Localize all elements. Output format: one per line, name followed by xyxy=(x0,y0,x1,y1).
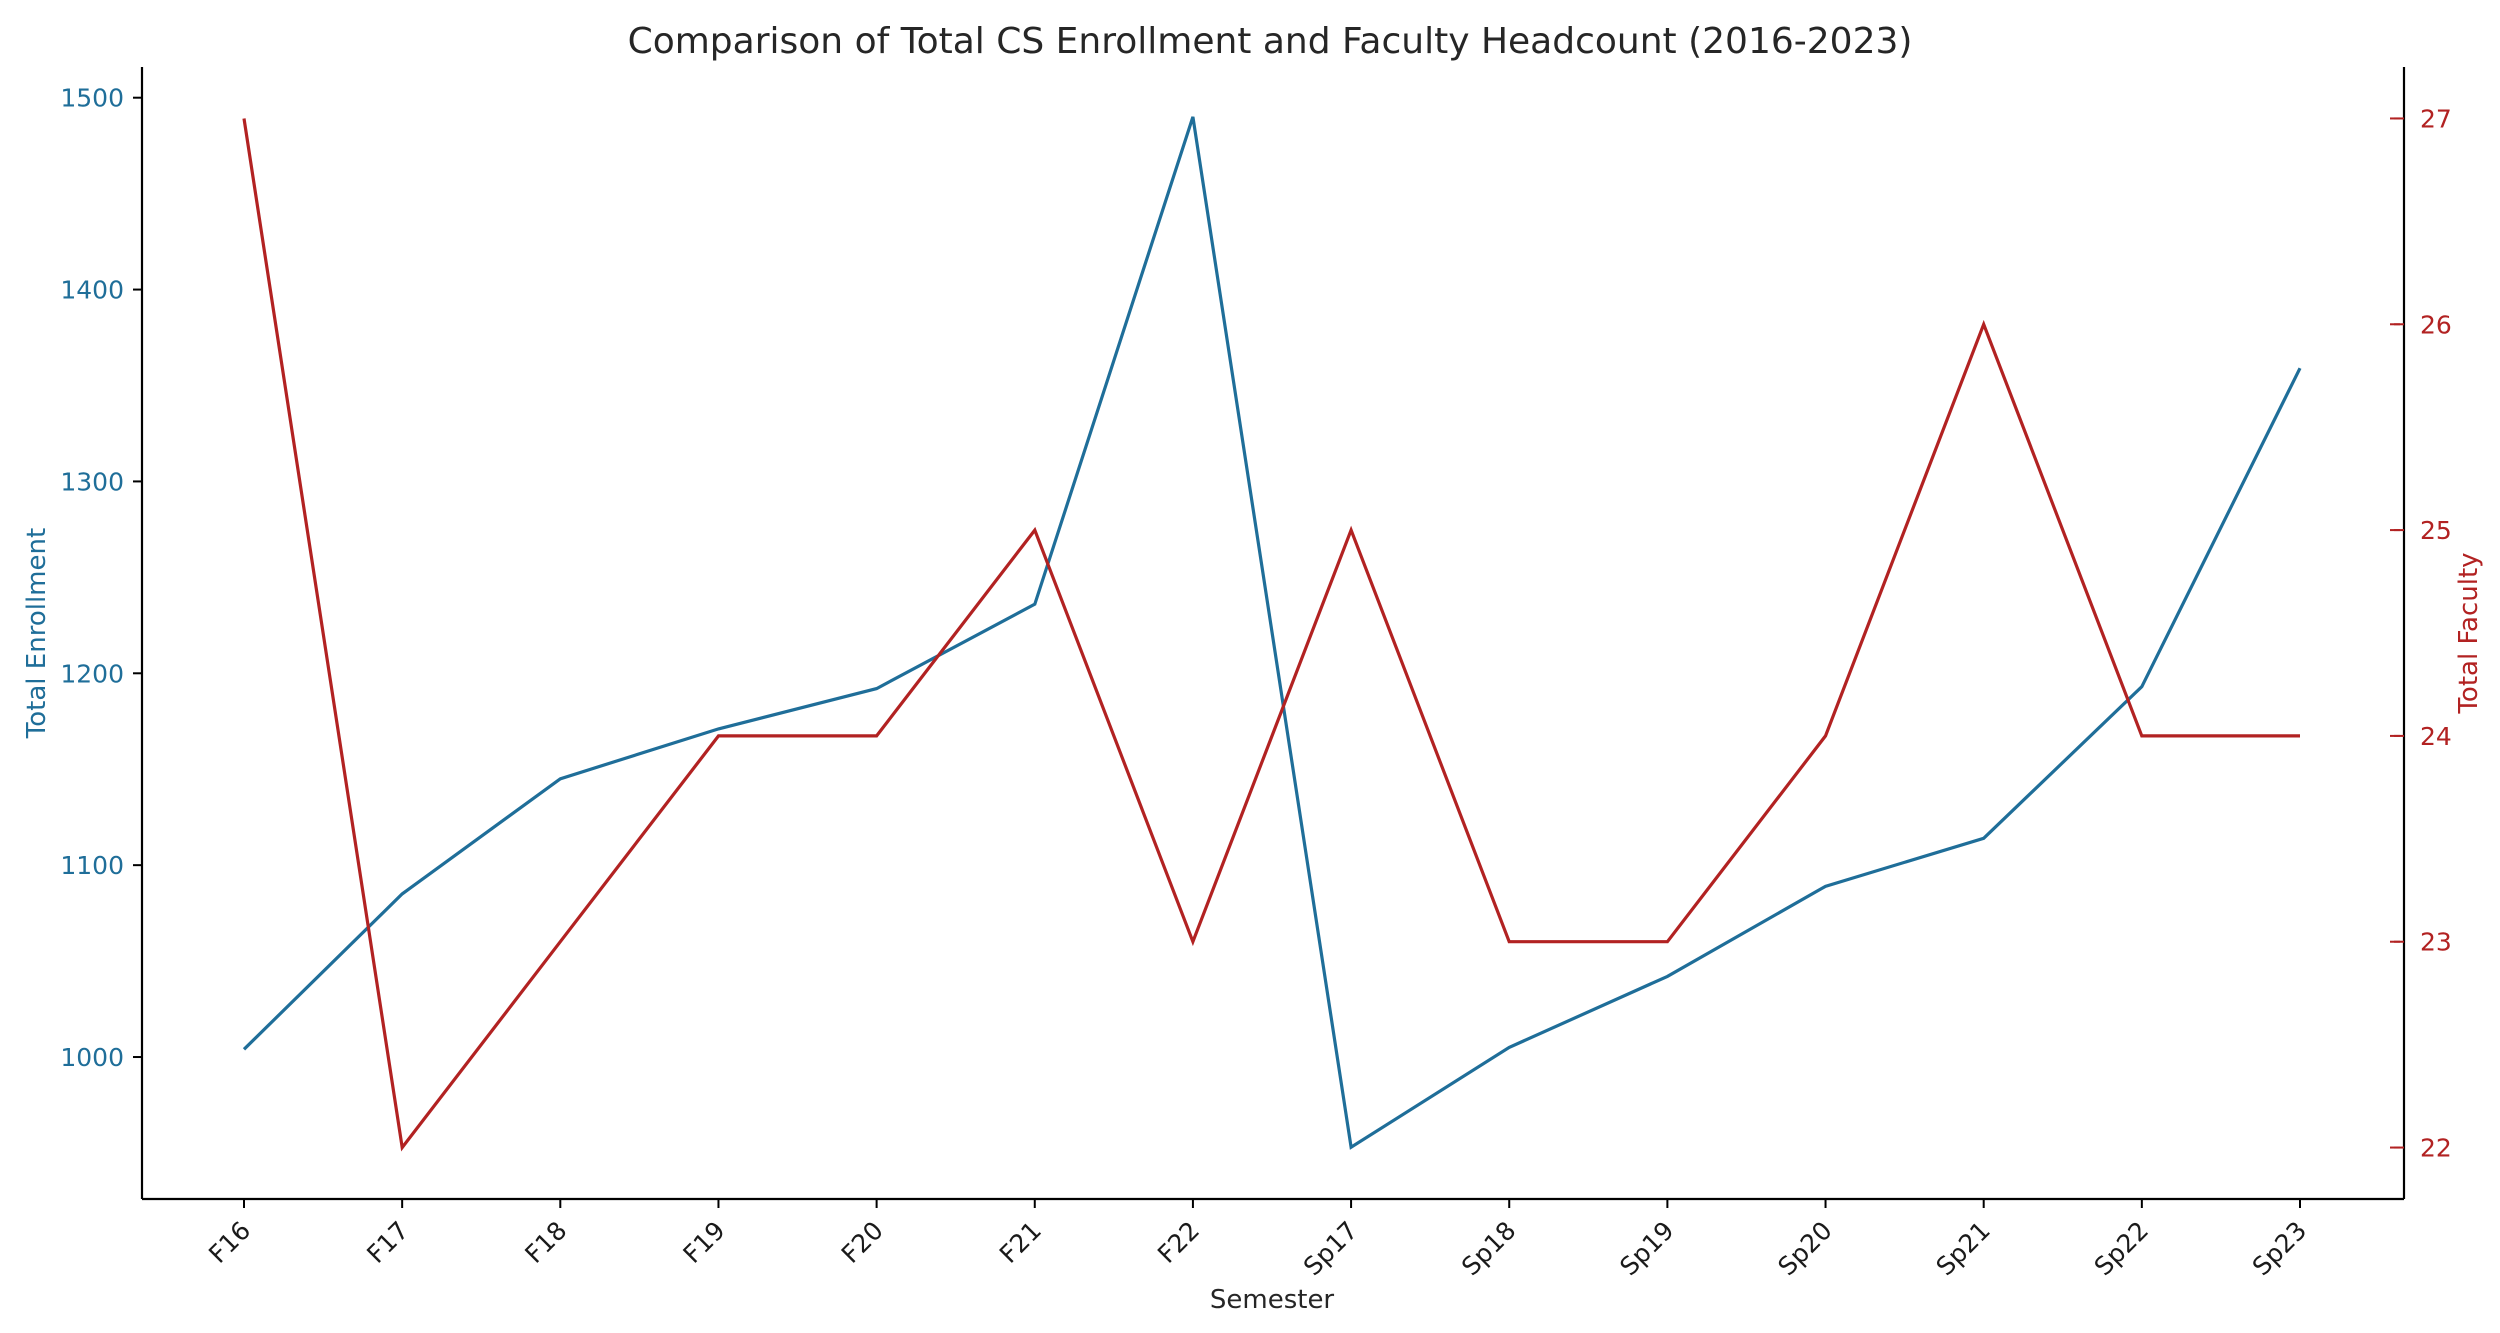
x-tick-label: F16 xyxy=(203,1216,256,1269)
x-tick-label: Sp23 xyxy=(2247,1216,2312,1281)
right-y-tick-label: 24 xyxy=(2420,722,2452,751)
x-tick-label: F19 xyxy=(678,1216,731,1269)
x-tick-label: F22 xyxy=(1152,1216,1205,1269)
x-tick-label: Sp19 xyxy=(1614,1216,1679,1281)
x-axis-ticks: F16 F17 F18 F19 F20 F21 F22 Sp17 Sp18 Sp19 Sp20 Sp2… xyxy=(203,1199,2312,1281)
right-y-tick-label: 25 xyxy=(2420,516,2452,545)
left-y-axis-ticks: 1000 1100 1200 1300 1400 1500 xyxy=(60,84,142,1072)
right-y-tick-label: 27 xyxy=(2420,104,2452,133)
x-tick-label: F17 xyxy=(361,1216,414,1269)
x-tick-label: F21 xyxy=(994,1216,1047,1269)
left-y-tick-label: 1300 xyxy=(60,467,124,496)
series-layer xyxy=(242,116,2302,1152)
x-tick-label: Sp17 xyxy=(1298,1216,1363,1281)
faculty-series-line xyxy=(242,118,2300,1152)
left-y-tick-label: 1500 xyxy=(60,84,124,113)
right-y-axis-label: Total Faculty xyxy=(2454,552,2484,714)
x-tick-label: F18 xyxy=(519,1216,572,1269)
x-tick-label: Sp22 xyxy=(2089,1216,2154,1281)
right-y-axis-ticks: 22 23 24 25 26 27 xyxy=(2390,104,2452,1163)
chart-title: Comparison of Total CS Enrollment and Fa… xyxy=(628,21,1913,62)
left-y-axis-label: Total Enrollment xyxy=(22,528,52,739)
x-tick-label: Sp18 xyxy=(1456,1216,1521,1281)
x-tick-label: Sp20 xyxy=(1772,1216,1837,1281)
right-y-tick-label: 22 xyxy=(2420,1134,2452,1163)
left-y-tick-label: 1000 xyxy=(60,1043,124,1072)
x-axis-label: Semester xyxy=(1210,1285,1335,1315)
enrollment-series-line xyxy=(242,116,2302,1150)
chart-axes-frame xyxy=(140,67,2406,1201)
x-tick-label: Sp21 xyxy=(1930,1216,1995,1281)
left-y-tick-label: 1400 xyxy=(60,276,124,305)
right-y-tick-label: 26 xyxy=(2420,310,2452,339)
x-tick-label: F20 xyxy=(836,1216,889,1269)
left-y-tick-label: 1200 xyxy=(60,659,124,688)
left-y-tick-label: 1100 xyxy=(60,851,124,880)
right-y-tick-label: 23 xyxy=(2420,928,2452,957)
